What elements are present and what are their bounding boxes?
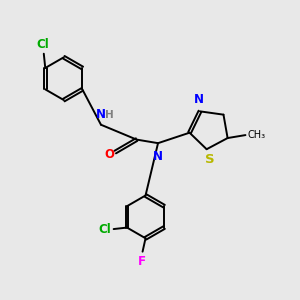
Text: S: S bbox=[205, 153, 214, 166]
Text: N: N bbox=[194, 93, 203, 106]
Text: F: F bbox=[138, 255, 146, 268]
Text: N: N bbox=[153, 150, 163, 163]
Text: H: H bbox=[106, 110, 114, 120]
Text: Cl: Cl bbox=[99, 223, 112, 236]
Text: CH₃: CH₃ bbox=[248, 130, 266, 140]
Text: O: O bbox=[105, 148, 115, 161]
Text: N: N bbox=[96, 108, 106, 121]
Text: Cl: Cl bbox=[37, 38, 50, 51]
